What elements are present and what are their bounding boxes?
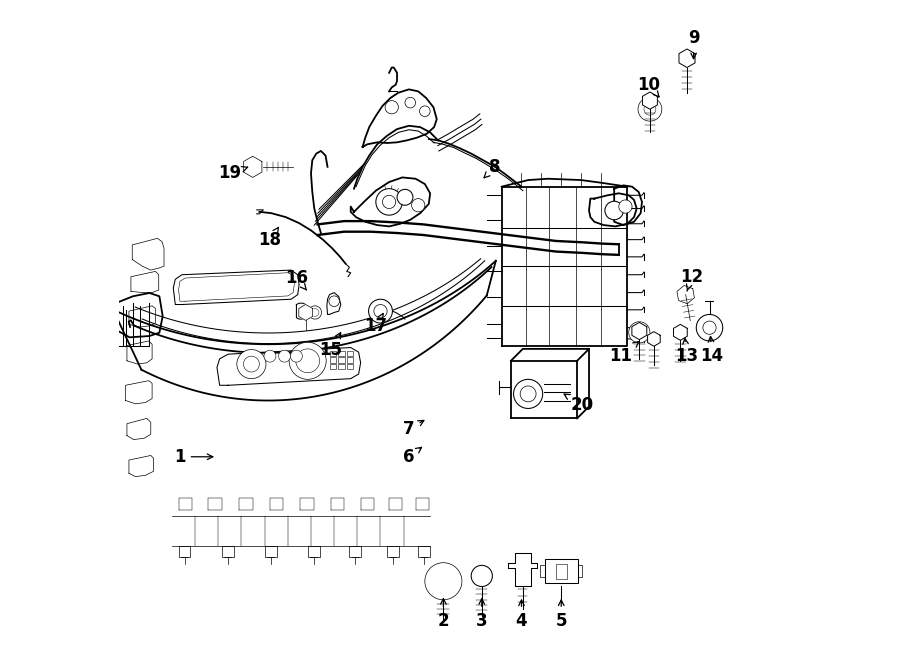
Text: 13: 13 xyxy=(675,338,698,365)
Polygon shape xyxy=(632,322,647,340)
Circle shape xyxy=(369,299,392,323)
Circle shape xyxy=(237,350,266,379)
Circle shape xyxy=(644,103,656,115)
Text: 11: 11 xyxy=(609,342,639,365)
Circle shape xyxy=(264,350,276,362)
Circle shape xyxy=(385,101,399,114)
Circle shape xyxy=(697,314,723,341)
Circle shape xyxy=(514,379,543,408)
Circle shape xyxy=(289,342,326,379)
Circle shape xyxy=(244,356,259,372)
Bar xyxy=(338,364,345,369)
Circle shape xyxy=(291,350,302,362)
Polygon shape xyxy=(299,305,312,320)
Polygon shape xyxy=(296,303,306,319)
Polygon shape xyxy=(501,187,627,346)
Text: 4: 4 xyxy=(516,600,527,630)
Text: 6: 6 xyxy=(403,448,421,466)
Polygon shape xyxy=(677,285,695,304)
Circle shape xyxy=(309,306,321,319)
Text: 18: 18 xyxy=(258,228,282,249)
Circle shape xyxy=(311,308,319,316)
Bar xyxy=(556,564,566,579)
Text: 9: 9 xyxy=(688,29,699,59)
Bar xyxy=(346,364,354,369)
Circle shape xyxy=(619,200,632,213)
Circle shape xyxy=(419,106,430,117)
Polygon shape xyxy=(129,306,156,327)
Polygon shape xyxy=(132,238,164,270)
Circle shape xyxy=(638,97,662,121)
Bar xyxy=(544,559,578,583)
Polygon shape xyxy=(363,89,436,147)
Text: 1: 1 xyxy=(175,448,212,466)
Text: 8: 8 xyxy=(484,158,500,178)
Circle shape xyxy=(382,195,396,209)
Polygon shape xyxy=(130,271,158,293)
Polygon shape xyxy=(127,418,151,440)
Text: 3: 3 xyxy=(476,598,488,630)
Circle shape xyxy=(405,97,416,108)
Text: 17: 17 xyxy=(364,314,387,335)
Bar xyxy=(329,364,336,369)
Circle shape xyxy=(278,350,291,362)
Polygon shape xyxy=(129,455,153,477)
Text: 2: 2 xyxy=(437,598,449,630)
Circle shape xyxy=(703,321,716,334)
Circle shape xyxy=(425,563,462,600)
Text: 10: 10 xyxy=(637,75,660,97)
Text: 15: 15 xyxy=(320,332,342,359)
Text: 14: 14 xyxy=(700,336,724,365)
Text: 5: 5 xyxy=(555,600,567,630)
Circle shape xyxy=(374,305,387,318)
Polygon shape xyxy=(614,185,642,225)
Text: 12: 12 xyxy=(680,267,703,291)
Polygon shape xyxy=(679,49,695,68)
Bar xyxy=(338,351,345,356)
Polygon shape xyxy=(589,193,636,226)
Circle shape xyxy=(430,564,456,591)
Circle shape xyxy=(296,349,320,373)
Circle shape xyxy=(629,322,650,343)
Polygon shape xyxy=(511,361,577,418)
Polygon shape xyxy=(126,381,152,404)
Text: 19: 19 xyxy=(219,164,248,183)
Text: 16: 16 xyxy=(285,269,308,290)
Bar xyxy=(329,357,336,363)
Circle shape xyxy=(328,296,339,307)
Circle shape xyxy=(605,201,624,220)
Polygon shape xyxy=(327,293,341,314)
Polygon shape xyxy=(127,341,152,364)
Circle shape xyxy=(472,565,492,587)
Text: 7: 7 xyxy=(403,420,424,438)
Circle shape xyxy=(397,189,413,205)
Bar xyxy=(338,357,345,363)
Circle shape xyxy=(520,386,536,402)
Bar xyxy=(346,351,354,356)
Polygon shape xyxy=(648,332,661,346)
Polygon shape xyxy=(244,156,262,177)
Bar xyxy=(329,351,336,356)
Text: 20: 20 xyxy=(564,394,594,414)
Circle shape xyxy=(411,199,425,212)
Bar xyxy=(346,357,354,363)
Polygon shape xyxy=(643,92,657,109)
Circle shape xyxy=(376,189,402,215)
Polygon shape xyxy=(673,324,688,340)
